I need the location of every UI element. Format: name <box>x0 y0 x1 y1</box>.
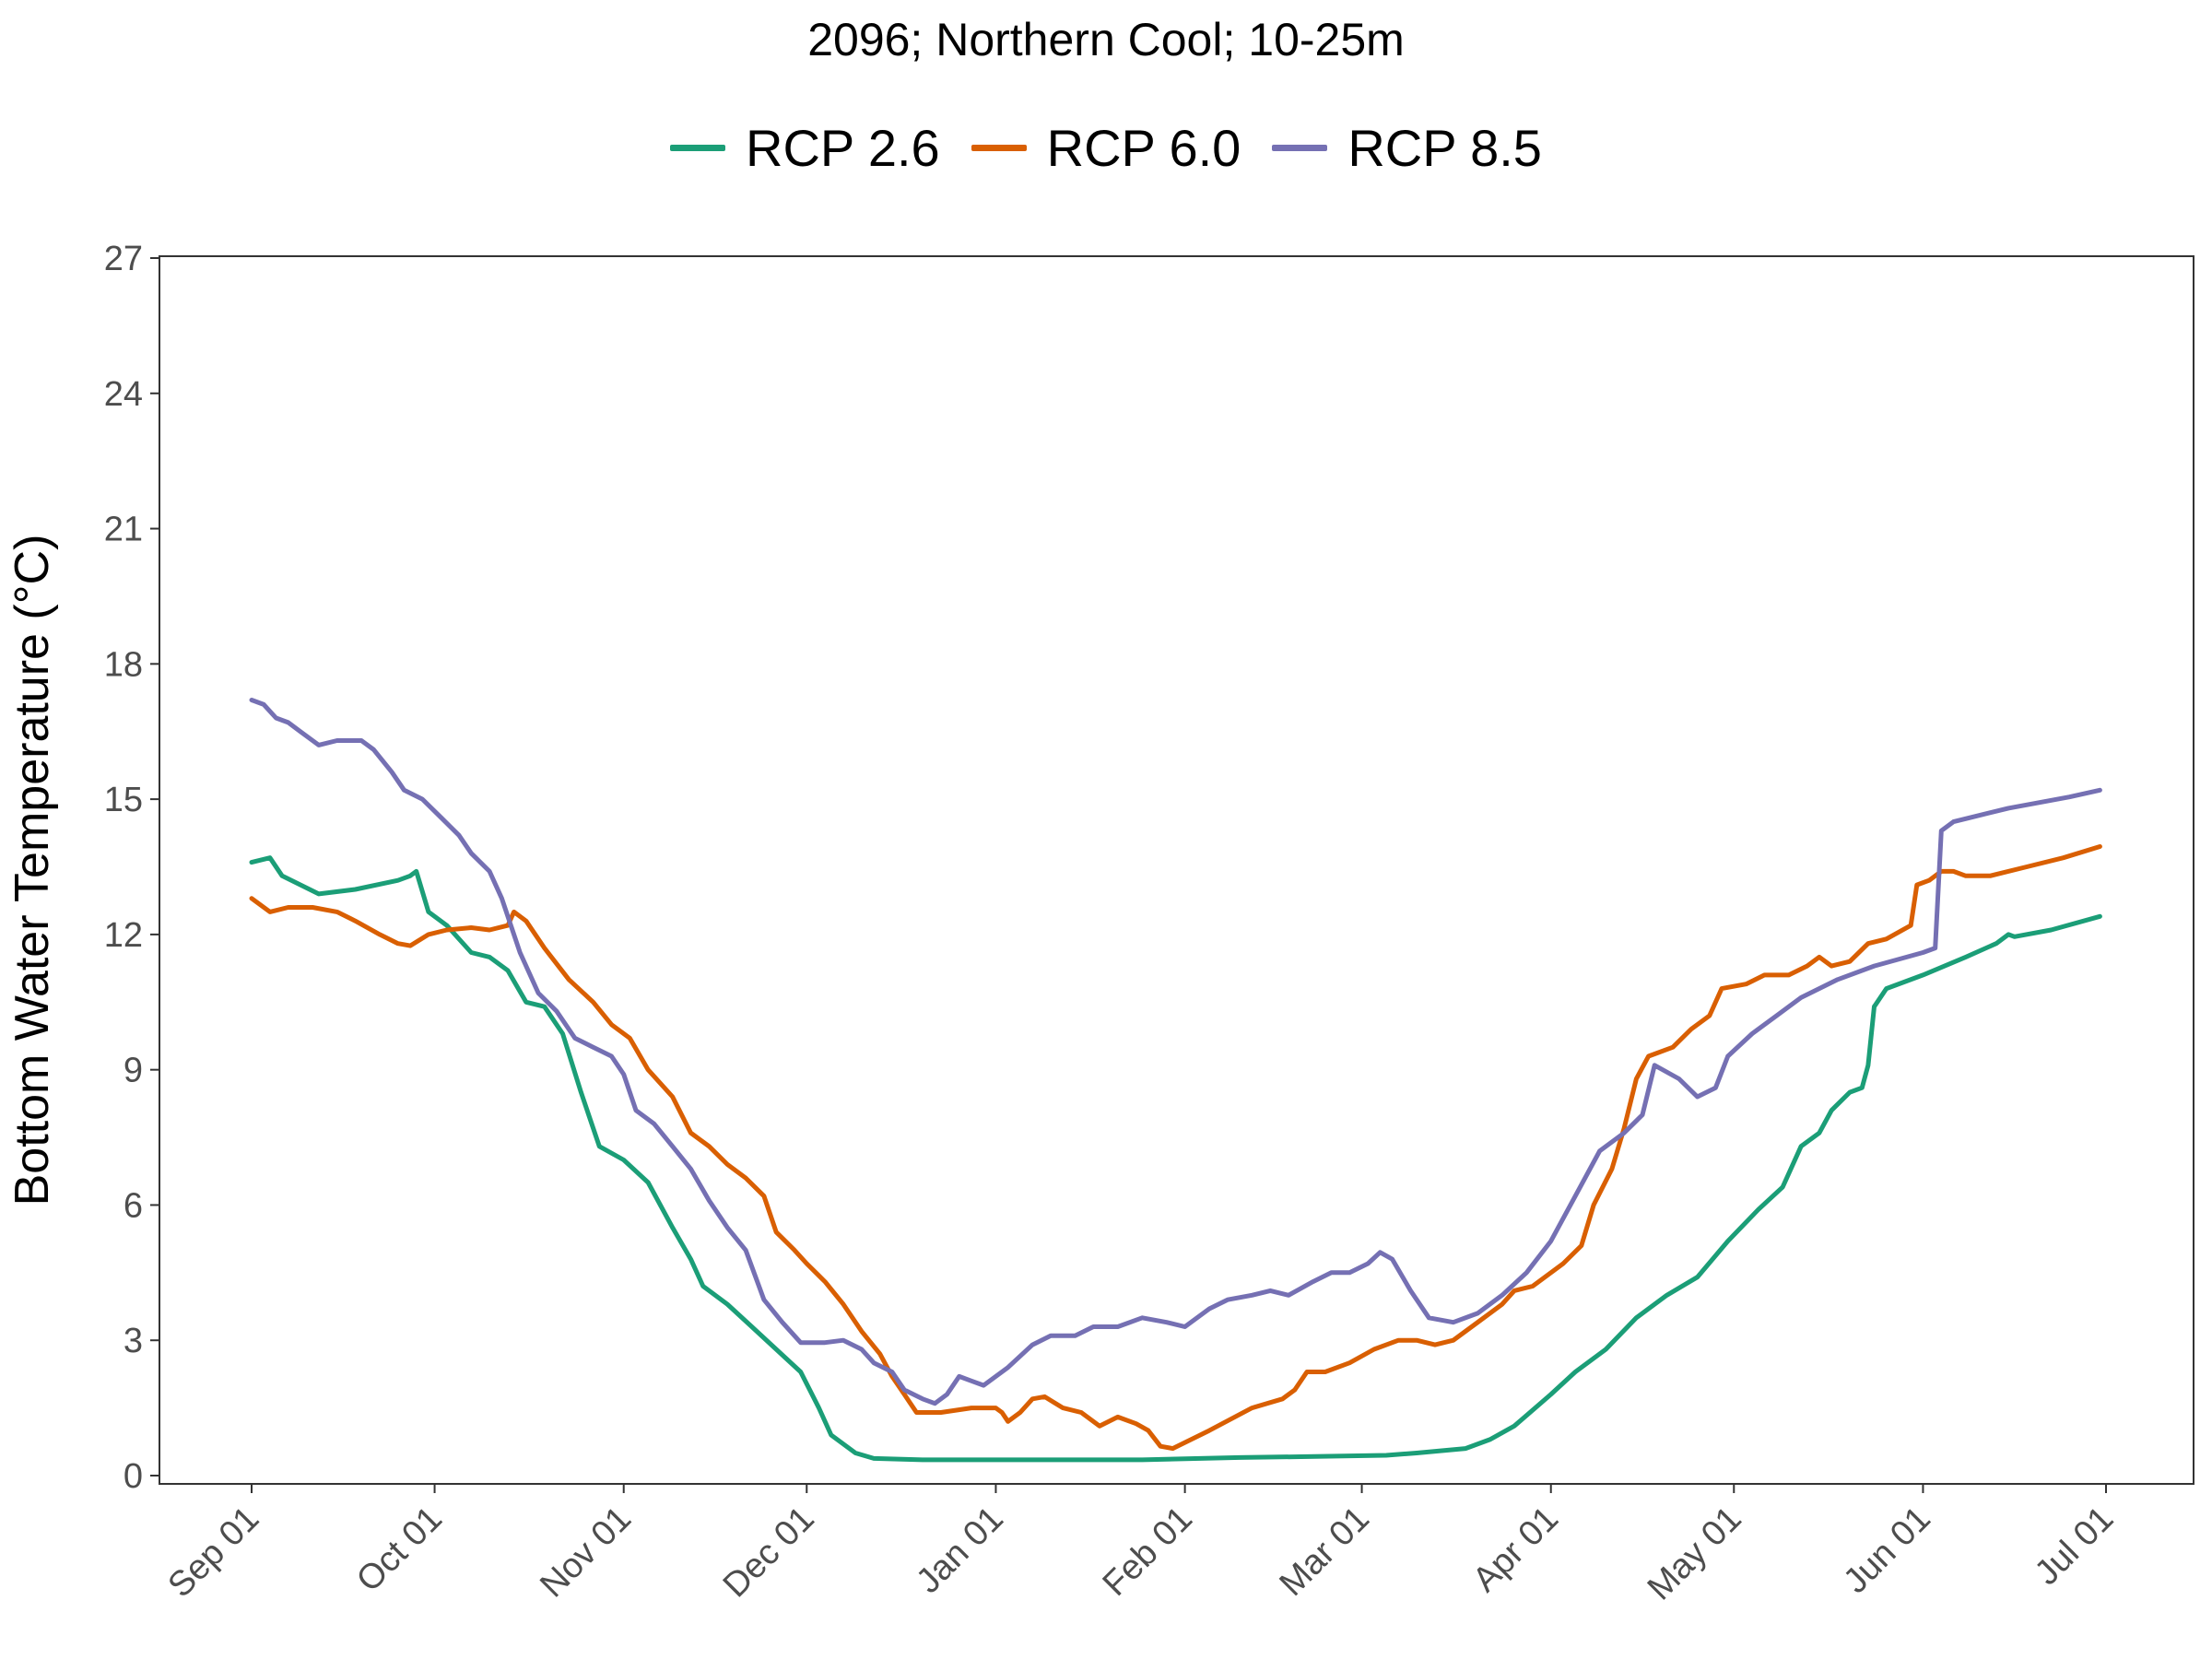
x-tick-label: Dec 01 <box>716 1500 822 1606</box>
y-axis: 0 3 6 9 12 15 18 21 24 27 <box>104 240 159 1496</box>
x-tick-label: Mar 01 <box>1273 1500 1377 1604</box>
x-tick-label: Jun 01 <box>1836 1500 1937 1601</box>
legend-swatch-rcp60 <box>971 145 1027 151</box>
legend-label-rcp26: RCP 2.6 <box>746 119 940 177</box>
y-tick-label: 21 <box>104 511 143 549</box>
y-tick-label: 12 <box>104 916 143 955</box>
x-tick-label: Jul 01 <box>2028 1500 2121 1593</box>
x-tick-label: Sep 01 <box>160 1500 266 1606</box>
y-tick-label: 18 <box>104 645 143 684</box>
legend-item-rcp26: RCP 2.6 <box>670 118 940 178</box>
y-tick-label: 24 <box>104 375 143 414</box>
y-tick-label: 6 <box>124 1186 143 1225</box>
legend-item-rcp60: RCP 6.0 <box>971 118 1241 178</box>
series-layer <box>249 698 2102 1463</box>
chart-title: 2096; Northern Cool; 10-25m <box>807 14 1405 65</box>
y-tick-label: 9 <box>124 1052 143 1090</box>
legend: RCP 2.6 RCP 6.0 RCP 8.5 <box>0 118 2212 178</box>
y-tick-label: 15 <box>104 781 143 819</box>
x-tick-label: Jan 01 <box>909 1500 1010 1601</box>
x-tick-label: May 01 <box>1641 1500 1749 1608</box>
x-tick-label: Nov 01 <box>533 1500 639 1606</box>
series-line-rcp26 <box>249 855 2102 1463</box>
y-axis-label: Bottom Water Temperature (°C) <box>6 535 59 1206</box>
legend-label-rcp85: RCP 8.5 <box>1347 119 1542 177</box>
x-axis: Sep 01 Oct 01 Nov 01 Dec 01 Jan 01 Feb 01 Mar … <box>160 1484 2121 1607</box>
series-line-rcp85 <box>249 698 2102 1406</box>
y-tick-label: 27 <box>104 240 143 278</box>
x-tick-label: Oct 01 <box>349 1500 450 1600</box>
y-tick-label: 0 <box>124 1457 143 1496</box>
legend-swatch-rcp85 <box>1272 145 1328 151</box>
legend-item-rcp85: RCP 8.5 <box>1272 118 1542 178</box>
x-tick-label: Feb 01 <box>1096 1500 1200 1604</box>
x-tick-label: Apr 01 <box>1465 1500 1566 1600</box>
y-tick-label: 3 <box>124 1322 143 1360</box>
legend-swatch-rcp26 <box>670 145 726 151</box>
series-line-rcp60 <box>249 844 2102 1452</box>
legend-label-rcp60: RCP 6.0 <box>1046 119 1241 177</box>
plot-panel <box>159 255 2194 1485</box>
